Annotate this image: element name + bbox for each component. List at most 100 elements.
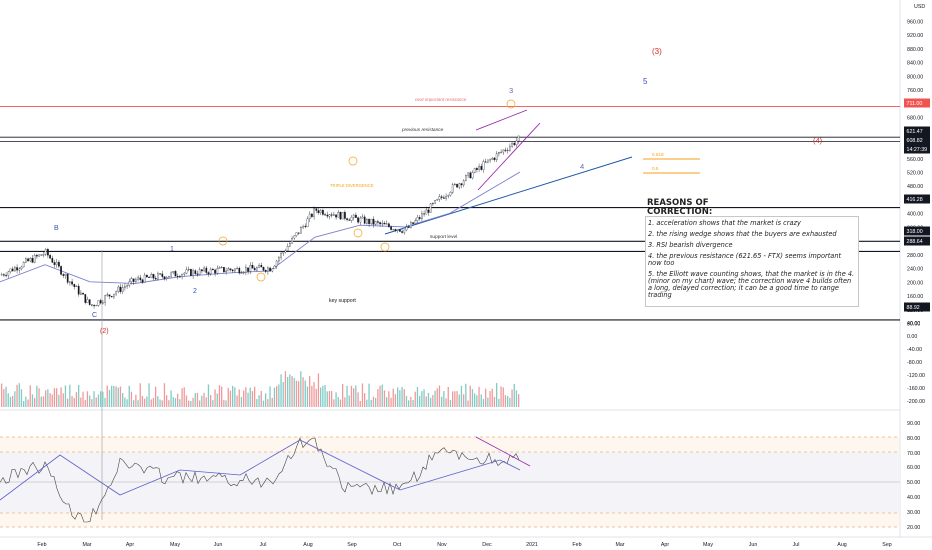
candle-body <box>434 200 436 204</box>
volume-bar <box>234 387 236 407</box>
candle-body <box>421 213 423 219</box>
volume-bar <box>344 397 346 407</box>
volume-bar <box>500 386 502 407</box>
candle-body <box>139 277 142 280</box>
candle-body <box>306 218 309 228</box>
candle-body <box>489 159 491 161</box>
volume-bar <box>346 385 348 407</box>
volume-bar <box>311 385 313 407</box>
candle-body <box>368 219 370 225</box>
volume-bar <box>309 375 311 407</box>
candle-body <box>502 149 505 153</box>
candle-body <box>20 266 23 269</box>
candle-body <box>482 161 485 170</box>
price-badge-label: 608.82 <box>907 138 923 144</box>
volume-bar <box>293 378 295 407</box>
candle-body <box>392 229 395 231</box>
volume-bar <box>247 392 249 407</box>
volume-bar <box>350 385 353 407</box>
volume-bar <box>509 397 511 407</box>
price-badge <box>904 236 930 246</box>
volume-bar <box>126 399 128 407</box>
volume-bar <box>108 389 111 407</box>
volume-bar <box>188 400 190 407</box>
rsi-signal-line <box>0 439 521 501</box>
candle-body <box>231 269 234 272</box>
volume-bar <box>199 400 201 407</box>
volume-bar <box>326 391 328 407</box>
volume-bar <box>511 389 513 407</box>
volume-bar <box>456 391 458 407</box>
candle-body <box>62 274 65 276</box>
volume-bar <box>304 380 306 407</box>
time-tick-label: May <box>170 542 180 548</box>
candle-body <box>487 159 489 163</box>
volume-bar <box>16 384 18 407</box>
fib-label: 0.618 <box>652 152 664 157</box>
candle-body <box>238 268 241 274</box>
candle-body <box>11 268 14 272</box>
candle-body <box>148 276 150 278</box>
candle-body <box>416 217 419 221</box>
volume-bar <box>392 388 394 407</box>
time-tick-label: Apr <box>126 542 134 548</box>
candle-body <box>271 268 274 272</box>
volume-bar <box>170 390 172 407</box>
volume-bar <box>463 394 465 407</box>
time-tick-label: Mar <box>82 542 91 548</box>
price-badge-label: 88.92 <box>907 305 920 311</box>
volume-bar <box>89 395 91 407</box>
volume-bar <box>133 400 135 407</box>
volume-bar <box>159 399 161 407</box>
volume-bar <box>478 386 480 407</box>
candle-body <box>328 214 331 217</box>
volume-bar <box>458 394 460 407</box>
time-tick-label: 2021 <box>526 542 538 548</box>
volume-bar <box>144 398 146 407</box>
volume-bar <box>445 398 447 407</box>
candle-body <box>480 166 483 170</box>
volume-bar <box>243 390 245 407</box>
volume-bar <box>432 394 434 407</box>
candle-body <box>251 264 254 269</box>
candle-body <box>174 271 177 277</box>
candle-body <box>361 216 364 219</box>
volume-bar <box>379 385 381 407</box>
candle-body <box>322 210 324 215</box>
candle-body <box>203 267 205 272</box>
candle-body <box>335 214 337 218</box>
candle-body <box>198 269 201 275</box>
candle-body <box>150 274 153 278</box>
volume-bar <box>271 397 273 407</box>
candle-body <box>462 180 465 186</box>
candle-body <box>401 231 403 233</box>
volume-bar <box>14 391 16 407</box>
candle-body <box>337 211 340 218</box>
candle-body <box>333 214 335 216</box>
candle-body <box>66 274 69 283</box>
price-badge <box>904 194 930 204</box>
candle-body <box>341 212 344 220</box>
candle-body <box>348 219 351 221</box>
volume-bar <box>276 386 278 407</box>
candle-body <box>295 232 298 236</box>
volume-bar <box>388 391 390 407</box>
volume-bar <box>124 397 126 407</box>
candle-body <box>278 257 280 262</box>
volume-bar <box>399 390 401 407</box>
volume-bar <box>135 394 137 407</box>
volume-bar <box>69 384 71 407</box>
volume-bar <box>36 385 38 407</box>
volume-bar <box>434 390 436 407</box>
candle-body <box>315 208 318 211</box>
volume-bar <box>67 398 69 407</box>
candle-body <box>190 269 192 276</box>
volume-bar <box>82 391 84 407</box>
volume-bar <box>40 396 42 407</box>
candle-body <box>102 302 104 304</box>
volume-bar <box>115 386 117 407</box>
candle-body <box>280 253 282 258</box>
candle-body <box>302 225 304 228</box>
volume-bar <box>339 399 342 407</box>
